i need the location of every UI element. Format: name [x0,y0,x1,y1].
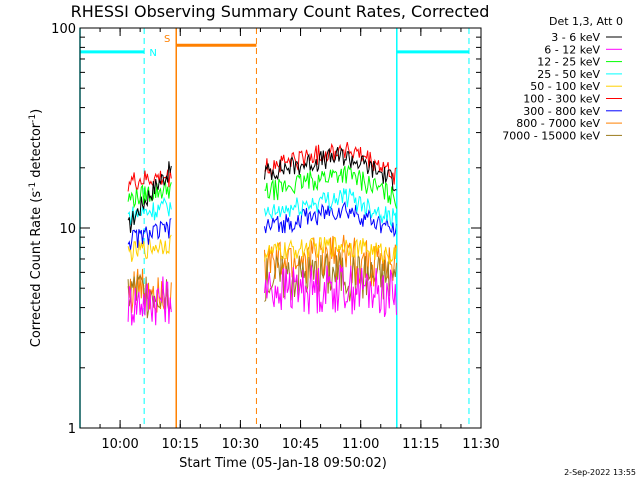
legend-entry-label: 6 - 12 keV [544,43,600,56]
series-trace [264,146,397,192]
series-trace [127,161,172,233]
series-trace [127,196,172,226]
x-tick-label: 10:00 [101,437,138,452]
series-trace [264,264,397,317]
x-axis-label: Start Time (05-Jan-18 09:50:02) [179,456,387,471]
flag-layer: NS [79,28,470,428]
series-trace [127,169,172,192]
series-trace [264,164,397,209]
legend-entry-label: 12 - 25 keV [537,56,600,69]
flag-label: S [164,34,170,45]
legend-entry-label: 25 - 50 keV [537,68,600,81]
flag-label: N [149,48,156,59]
y-axis-label-sup2: -1 [28,114,38,123]
legend-title: Det 1,3, Att 0 [549,15,623,28]
legend-entry-label: 7000 - 15000 keV [502,129,600,142]
data-layer [127,141,397,326]
series-trace [264,236,397,265]
series-trace [264,252,397,302]
legend-entry-label: 800 - 7000 keV [516,117,600,130]
legend-entry-label: 50 - 100 keV [530,80,600,93]
x-tick-label: 10:15 [162,437,199,452]
legend-entry-label: 3 - 6 keV [551,31,600,44]
series-trace [264,188,397,231]
series-trace [127,218,172,250]
x-tick-label: 11:15 [402,437,439,452]
series-trace [264,201,397,238]
x-tick-label: 10:45 [282,437,319,452]
plot-frame [79,27,482,429]
y-axis-label-part3: ) [29,109,44,114]
y-axis-label-part2: detector [29,122,44,182]
series-trace [127,234,172,262]
series-trace [127,276,172,326]
timestamp: 2-Sep-2022 13:55 [564,468,636,477]
series-trace [264,141,397,185]
x-tick-label: 10:30 [222,437,259,452]
chart-title: RHESSI Observing Summary Count Rates, Co… [71,2,490,21]
x-tick-label: 11:00 [342,437,379,452]
y-axis-label: Corrected Count Rate (s-1 detector-1) [28,109,44,347]
y-axis-label-sup1: -1 [28,182,38,191]
axis-ticks: 10:00 10:15 10:30 10:45 11:00 11:15 11:30 1 10 10… [51,22,500,452]
y-tick-label: 100 [51,22,76,37]
y-tick-label: 1 [68,422,76,437]
series-trace [127,180,172,209]
legend-entry-label: 300 - 800 keV [523,105,600,118]
legend-entry-label: 100 - 300 keV [523,93,600,106]
y-axis-label-part1: Corrected Count Rate (s [29,191,44,348]
y-tick-label: 10 [59,222,76,237]
x-tick-label: 11:30 [462,437,499,452]
